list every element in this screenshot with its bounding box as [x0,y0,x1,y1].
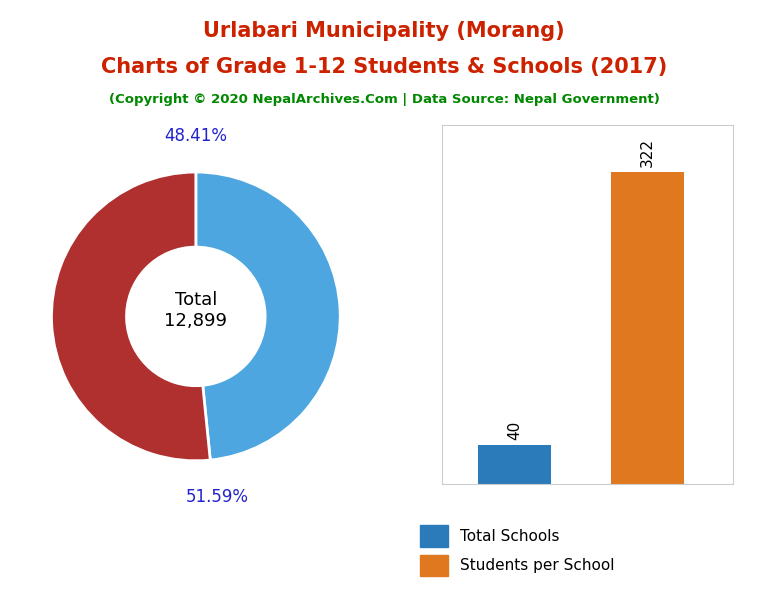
Text: 48.41%: 48.41% [164,127,227,145]
Text: Charts of Grade 1-12 Students & Schools (2017): Charts of Grade 1-12 Students & Schools … [101,57,667,77]
Text: Urlabari Municipality (Morang): Urlabari Municipality (Morang) [204,21,564,41]
Bar [478,445,551,484]
Text: 51.59%: 51.59% [186,488,249,506]
Bar [611,172,684,484]
Wedge shape [196,172,340,460]
Text: 40: 40 [507,421,522,440]
Text: 322: 322 [640,138,654,167]
Legend: Total Schools, Students per School: Total Schools, Students per School [420,525,614,576]
Text: Total
12,899: Total 12,899 [164,291,227,330]
Text: (Copyright © 2020 NepalArchives.Com | Data Source: Nepal Government): (Copyright © 2020 NepalArchives.Com | Da… [108,93,660,106]
Wedge shape [51,172,210,461]
